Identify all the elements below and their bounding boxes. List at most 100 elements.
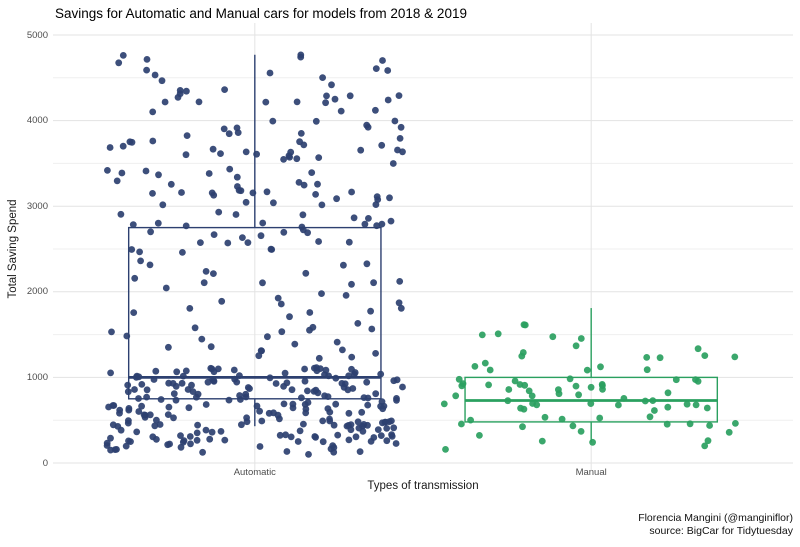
data-point [124, 381, 132, 389]
data-point [378, 398, 386, 405]
data-point [197, 239, 204, 247]
data-point [703, 404, 711, 412]
data-point [319, 74, 326, 81]
data-point [185, 404, 193, 412]
data-point [301, 377, 309, 385]
data-point [452, 392, 460, 400]
data-point [388, 417, 395, 425]
data-point [664, 403, 672, 411]
data-point [215, 208, 223, 216]
data-point [272, 380, 280, 387]
data-point [183, 87, 190, 95]
data-point [236, 392, 244, 399]
data-point [119, 142, 127, 150]
data-point [130, 309, 138, 316]
data-point [372, 390, 380, 398]
data-point [597, 363, 604, 371]
data-point [399, 383, 406, 391]
data-point [135, 395, 142, 402]
data-point [155, 171, 162, 179]
data-point [128, 138, 136, 146]
y-axis-title: Total Saving Spend [7, 199, 19, 299]
data-point [374, 426, 382, 433]
data-point [347, 426, 355, 434]
data-point [146, 411, 154, 419]
data-point [373, 193, 381, 201]
data-point [651, 407, 658, 414]
data-point [231, 375, 239, 383]
data-point [504, 397, 512, 405]
data-point [342, 292, 350, 299]
data-point [392, 440, 400, 447]
data-point [386, 194, 393, 202]
data-point [338, 380, 346, 387]
data-point [566, 375, 574, 383]
data-point [323, 92, 330, 100]
data-point [124, 388, 132, 396]
data-point [291, 340, 299, 348]
data-point [128, 246, 136, 253]
y-tick-label: 4000 [26, 115, 48, 127]
data-point [354, 320, 362, 327]
data-point [572, 382, 580, 390]
data-point [179, 249, 186, 256]
data-point [170, 414, 177, 422]
data-point [150, 376, 158, 383]
data-point [458, 382, 466, 390]
data-point [118, 169, 126, 177]
data-point [172, 396, 180, 404]
data-point [329, 442, 337, 449]
data-point [209, 376, 217, 383]
data-point [331, 95, 339, 103]
data-point [170, 390, 178, 398]
data-point [297, 130, 305, 137]
data-point [372, 65, 380, 72]
data-point [253, 402, 261, 410]
data-point [280, 400, 288, 408]
data-point [306, 309, 314, 316]
data-point [226, 165, 234, 173]
data-point [319, 438, 327, 446]
data-point [354, 418, 362, 426]
data-point [242, 390, 250, 398]
data-point [300, 420, 307, 428]
data-point [529, 400, 536, 407]
data-point [355, 424, 363, 432]
data-point [259, 279, 266, 287]
data-point [221, 436, 229, 444]
data-point [282, 431, 289, 439]
data-point [133, 428, 141, 436]
y-tick-label: 2000 [26, 286, 48, 298]
data-point [266, 69, 274, 77]
data-point [397, 304, 405, 312]
data-point [187, 440, 194, 448]
data-point [304, 399, 312, 406]
data-point [311, 364, 318, 372]
data-point [575, 391, 582, 399]
data-point [731, 353, 739, 361]
data-point [589, 438, 596, 446]
data-point [186, 433, 194, 440]
data-point [396, 135, 404, 142]
data-point [281, 369, 289, 377]
data-point [123, 332, 131, 340]
box-automatic [127, 226, 382, 400]
data-point [202, 426, 210, 434]
data-point [397, 123, 405, 131]
data-point [178, 189, 185, 196]
data-point [440, 400, 448, 408]
data-point [345, 238, 353, 246]
data-point [348, 280, 355, 288]
data-point [312, 191, 319, 198]
data-point [363, 121, 371, 129]
x-tick-label-automatic: Automatic [233, 467, 276, 478]
data-point [304, 387, 311, 395]
data-point [599, 382, 606, 389]
data-point [135, 373, 143, 381]
data-point [519, 423, 526, 431]
data-point [296, 138, 303, 146]
data-point [318, 290, 325, 297]
data-point [389, 160, 397, 167]
data-point [521, 381, 529, 389]
